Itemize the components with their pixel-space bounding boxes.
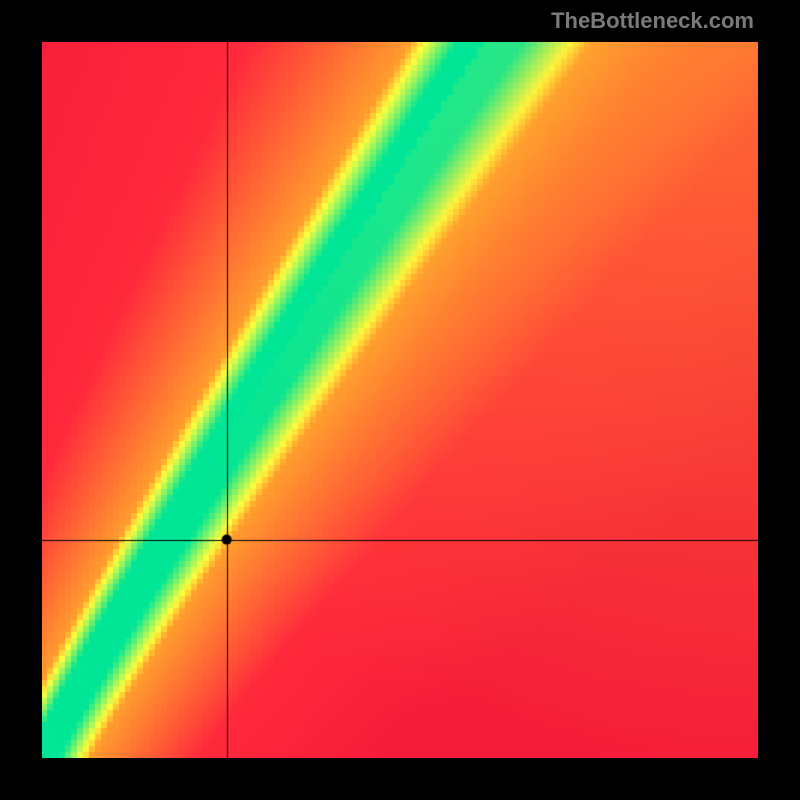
- heatmap-canvas: [42, 42, 758, 758]
- watermark-text: TheBottleneck.com: [551, 8, 754, 34]
- frame-border-bottom: [0, 758, 800, 800]
- frame-border-right: [758, 0, 800, 800]
- figure-container: TheBottleneck.com: [0, 0, 800, 800]
- frame-border-left: [0, 0, 42, 800]
